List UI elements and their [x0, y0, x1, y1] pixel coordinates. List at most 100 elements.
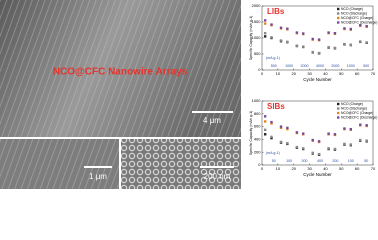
- data-point: [359, 40, 362, 43]
- rate-label: 200: [332, 159, 338, 163]
- x-tick-label: 10: [276, 166, 281, 171]
- x-tick-label: 20: [291, 166, 296, 171]
- data-point: [302, 32, 305, 35]
- legend-swatch: [337, 116, 340, 119]
- data-point: [359, 123, 362, 126]
- data-point: [279, 39, 283, 42]
- data-point: [365, 139, 368, 142]
- data-point: [333, 147, 337, 151]
- data-point: [317, 38, 321, 41]
- legend-swatch: [337, 16, 340, 20]
- scale-label: 1 μm: [89, 172, 107, 181]
- x-axis-label: Cycle Number: [303, 77, 332, 82]
- legend-swatch: [337, 102, 340, 106]
- data-point: [317, 152, 321, 156]
- y-tick-label: 1000: [252, 35, 262, 40]
- legend-label: NCO (Discharge): [341, 106, 367, 110]
- data-point: [279, 125, 283, 128]
- data-point: [263, 128, 267, 131]
- rate-label: 50: [364, 159, 368, 163]
- data-point: [286, 126, 289, 130]
- sem-texture: [0, 139, 119, 189]
- legend-swatch: [337, 12, 340, 15]
- panel-label: SIBs: [267, 102, 285, 111]
- data-point: [311, 138, 314, 142]
- x-tick-label: 50: [339, 71, 344, 76]
- scale-label: 200 nm: [204, 172, 231, 181]
- rate-label: 50: [272, 159, 276, 163]
- data-point: [286, 40, 289, 44]
- data-point: [327, 132, 330, 135]
- data-point: [302, 147, 305, 150]
- data-point: [263, 120, 267, 123]
- data-point: [311, 151, 314, 155]
- data-point: [327, 147, 330, 150]
- data-point: [270, 23, 273, 26]
- data-point: [270, 120, 273, 124]
- legend-label: NCO@CFC (Discharge): [341, 20, 377, 24]
- figure: NCO@CFC Nanowire Arrays 4 μm 1 μm 200 nm…: [0, 0, 377, 189]
- scale-label: 4 μm: [203, 116, 221, 125]
- data-point: [333, 133, 337, 136]
- data-point: [286, 127, 289, 131]
- data-point: [343, 42, 346, 46]
- data-point: [279, 140, 283, 144]
- legend-label: NCO@CFC (Charge): [341, 111, 373, 115]
- y-tick-label: 0: [258, 162, 261, 167]
- data-point: [270, 122, 273, 125]
- data-point: [349, 143, 352, 146]
- data-point: [263, 133, 267, 136]
- data-point: [286, 27, 289, 30]
- y-tick-label: 1500: [252, 19, 262, 24]
- sem-images: NCO@CFC Nanowire Arrays 4 μm 1 μm 200 nm: [0, 0, 241, 189]
- x-tick-label: 70: [371, 166, 376, 171]
- image-title: NCO@CFC Nanowire Arrays: [53, 67, 188, 78]
- rate-label: 1000: [285, 64, 293, 68]
- y-tick-label: 0: [258, 67, 261, 72]
- data-point: [270, 135, 273, 139]
- legend-label: NCO (Charge): [341, 7, 363, 11]
- rate-label: 1000: [347, 64, 355, 68]
- sem-image-bottom-right: [121, 139, 241, 189]
- data-point: [311, 50, 314, 54]
- data-point: [343, 142, 346, 146]
- y-tick-label: 1000: [252, 98, 262, 103]
- x-tick-label: 40: [323, 71, 328, 76]
- y-tick-label: 400: [254, 136, 261, 141]
- y-tick-label: 200: [254, 149, 261, 154]
- x-tick-label: 0: [261, 71, 264, 76]
- rate-label: 200: [302, 159, 308, 163]
- rate-unit: (mA g-1): [266, 56, 280, 60]
- data-point: [263, 35, 267, 38]
- legend-label: NCO (Discharge): [341, 11, 367, 15]
- legend-swatch: [337, 21, 340, 24]
- data-point: [279, 126, 283, 130]
- sem-texture: [0, 0, 241, 137]
- y-tick-label: 2000: [252, 3, 262, 8]
- data-point: [327, 31, 330, 34]
- data-point: [365, 124, 368, 127]
- data-point: [263, 32, 267, 35]
- x-tick-label: 70: [371, 71, 376, 76]
- data-point: [327, 46, 330, 49]
- rate-label: 4000: [316, 64, 324, 68]
- y-axis-label: Specific Capacity (mAh g-1): [249, 111, 253, 156]
- data-point: [349, 43, 352, 46]
- x-tick-label: 10: [276, 71, 281, 76]
- data-point: [317, 51, 321, 55]
- x-tick-label: 40: [323, 166, 328, 171]
- data-point: [365, 41, 368, 44]
- y-tick-label: 500: [254, 51, 261, 56]
- data-point: [359, 24, 362, 27]
- data-point: [295, 31, 299, 34]
- data-point: [365, 24, 368, 28]
- data-point: [286, 142, 289, 145]
- x-tick-label: 60: [355, 166, 360, 171]
- rate-label: 100: [286, 159, 292, 163]
- data-point: [302, 45, 305, 48]
- rate-unit: (mA g-1): [266, 151, 280, 155]
- data-point: [343, 127, 346, 130]
- x-tick-label: 30: [307, 71, 312, 76]
- rate-label: 500: [271, 64, 277, 68]
- legend-label: NCO (Charge): [341, 102, 363, 106]
